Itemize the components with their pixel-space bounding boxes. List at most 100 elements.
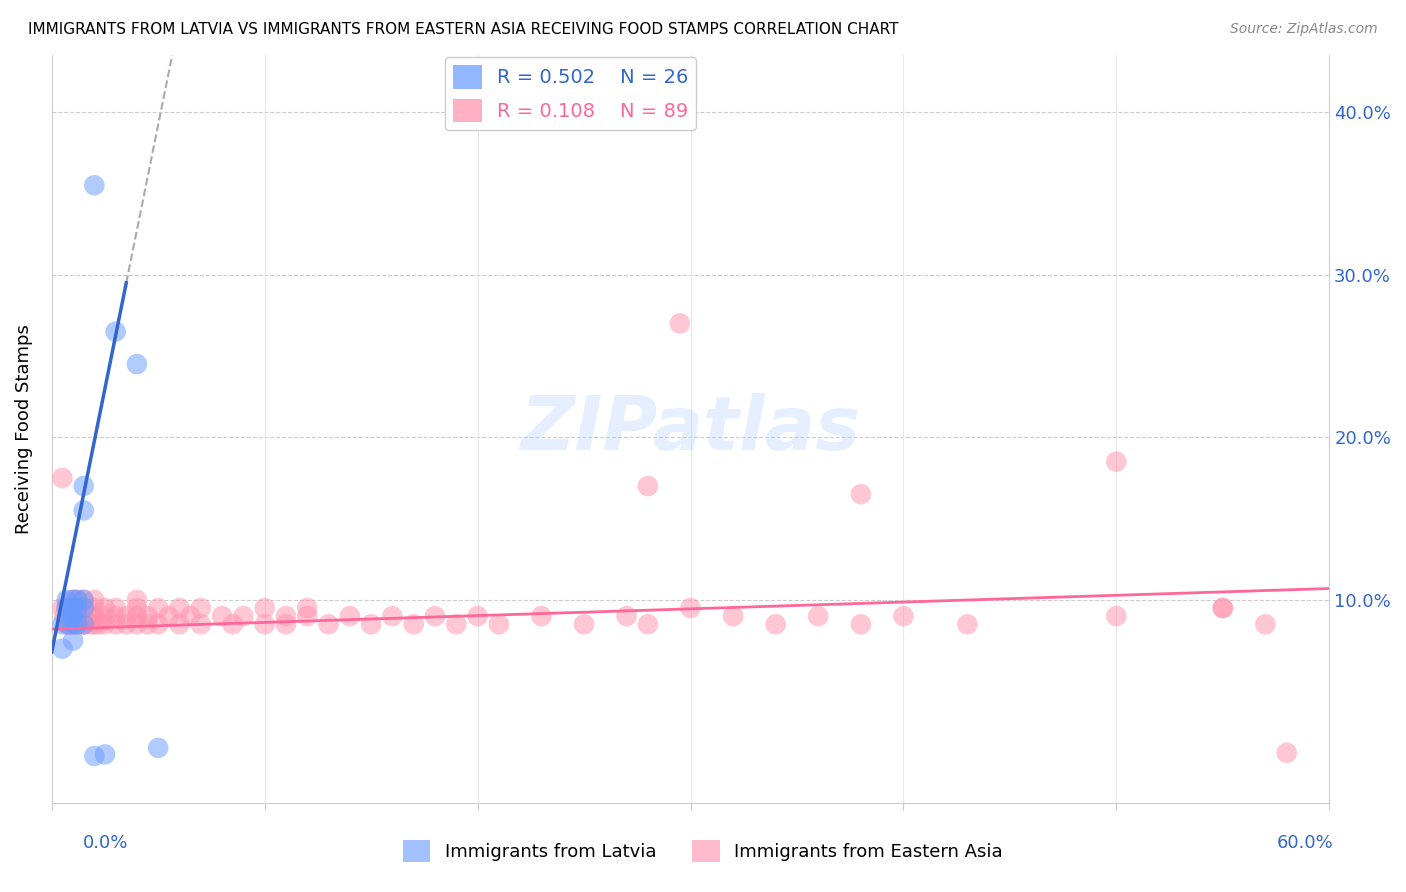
Point: [211, 609, 233, 624]
Point: [679, 601, 702, 615]
Text: Source: ZipAtlas.com: Source: ZipAtlas.com: [1230, 22, 1378, 37]
Point: [530, 609, 553, 624]
Point: [87, 617, 110, 632]
Point: [115, 617, 138, 632]
Point: [62, 601, 84, 615]
Point: [616, 609, 638, 624]
Point: [807, 609, 830, 624]
Point: [83, 178, 105, 193]
Point: [55, 601, 77, 615]
Point: [104, 601, 127, 615]
Point: [125, 601, 148, 615]
Point: [125, 617, 148, 632]
Point: [253, 601, 276, 615]
Point: [360, 617, 382, 632]
Point: [73, 503, 96, 517]
Point: [169, 601, 191, 615]
Point: [66, 593, 89, 607]
Point: [94, 617, 117, 632]
Point: [956, 617, 979, 632]
Legend: R = 0.502    N = 26, R = 0.108    N = 89: R = 0.502 N = 26, R = 0.108 N = 89: [444, 57, 696, 130]
Point: [66, 609, 89, 624]
Point: [58, 617, 80, 632]
Text: IMMIGRANTS FROM LATVIA VS IMMIGRANTS FROM EASTERN ASIA RECEIVING FOOD STAMPS COR: IMMIGRANTS FROM LATVIA VS IMMIGRANTS FRO…: [28, 22, 898, 37]
Point: [55, 601, 77, 615]
Point: [73, 617, 96, 632]
Point: [179, 609, 201, 624]
Point: [222, 617, 245, 632]
Point: [62, 609, 84, 624]
Point: [94, 747, 117, 762]
Point: [79, 609, 101, 624]
Point: [125, 609, 148, 624]
Point: [83, 617, 105, 632]
Point: [721, 609, 744, 624]
Point: [73, 593, 96, 607]
Point: [115, 609, 138, 624]
Point: [104, 617, 127, 632]
Point: [637, 617, 659, 632]
Point: [136, 609, 159, 624]
Point: [148, 740, 170, 755]
Point: [637, 479, 659, 493]
Point: [467, 609, 489, 624]
Point: [66, 601, 89, 615]
Text: ZIPatlas: ZIPatlas: [520, 392, 860, 466]
Point: [83, 609, 105, 624]
Point: [1212, 601, 1234, 615]
Point: [849, 617, 872, 632]
Point: [51, 601, 73, 615]
Point: [73, 479, 96, 493]
Point: [62, 601, 84, 615]
Point: [446, 617, 468, 632]
Point: [62, 617, 84, 632]
Y-axis label: Receiving Food Stamps: Receiving Food Stamps: [15, 324, 32, 534]
Point: [73, 617, 96, 632]
Point: [51, 641, 73, 656]
Point: [765, 617, 787, 632]
Point: [73, 593, 96, 607]
Point: [157, 609, 180, 624]
Point: [83, 593, 105, 607]
Point: [58, 609, 80, 624]
Point: [62, 617, 84, 632]
Point: [190, 617, 212, 632]
Point: [104, 609, 127, 624]
Point: [66, 601, 89, 615]
Point: [893, 609, 915, 624]
Point: [51, 471, 73, 485]
Point: [1275, 746, 1298, 760]
Point: [1105, 455, 1128, 469]
Point: [55, 617, 77, 632]
Point: [66, 617, 89, 632]
Text: 60.0%: 60.0%: [1277, 834, 1333, 852]
Point: [62, 609, 84, 624]
Point: [253, 617, 276, 632]
Point: [62, 593, 84, 607]
Point: [73, 617, 96, 632]
Point: [83, 749, 105, 764]
Point: [79, 617, 101, 632]
Point: [66, 617, 89, 632]
Legend: Immigrants from Latvia, Immigrants from Eastern Asia: Immigrants from Latvia, Immigrants from …: [396, 833, 1010, 870]
Point: [339, 609, 361, 624]
Point: [1105, 609, 1128, 624]
Point: [572, 617, 595, 632]
Point: [66, 617, 89, 632]
Text: 0.0%: 0.0%: [83, 834, 128, 852]
Point: [488, 617, 510, 632]
Point: [297, 601, 319, 615]
Point: [62, 593, 84, 607]
Point: [125, 593, 148, 607]
Point: [58, 617, 80, 632]
Point: [104, 325, 127, 339]
Point: [381, 609, 404, 624]
Point: [66, 593, 89, 607]
Point: [83, 601, 105, 615]
Point: [58, 609, 80, 624]
Point: [148, 601, 170, 615]
Point: [402, 617, 425, 632]
Point: [73, 609, 96, 624]
Point: [1212, 601, 1234, 615]
Point: [59, 617, 82, 632]
